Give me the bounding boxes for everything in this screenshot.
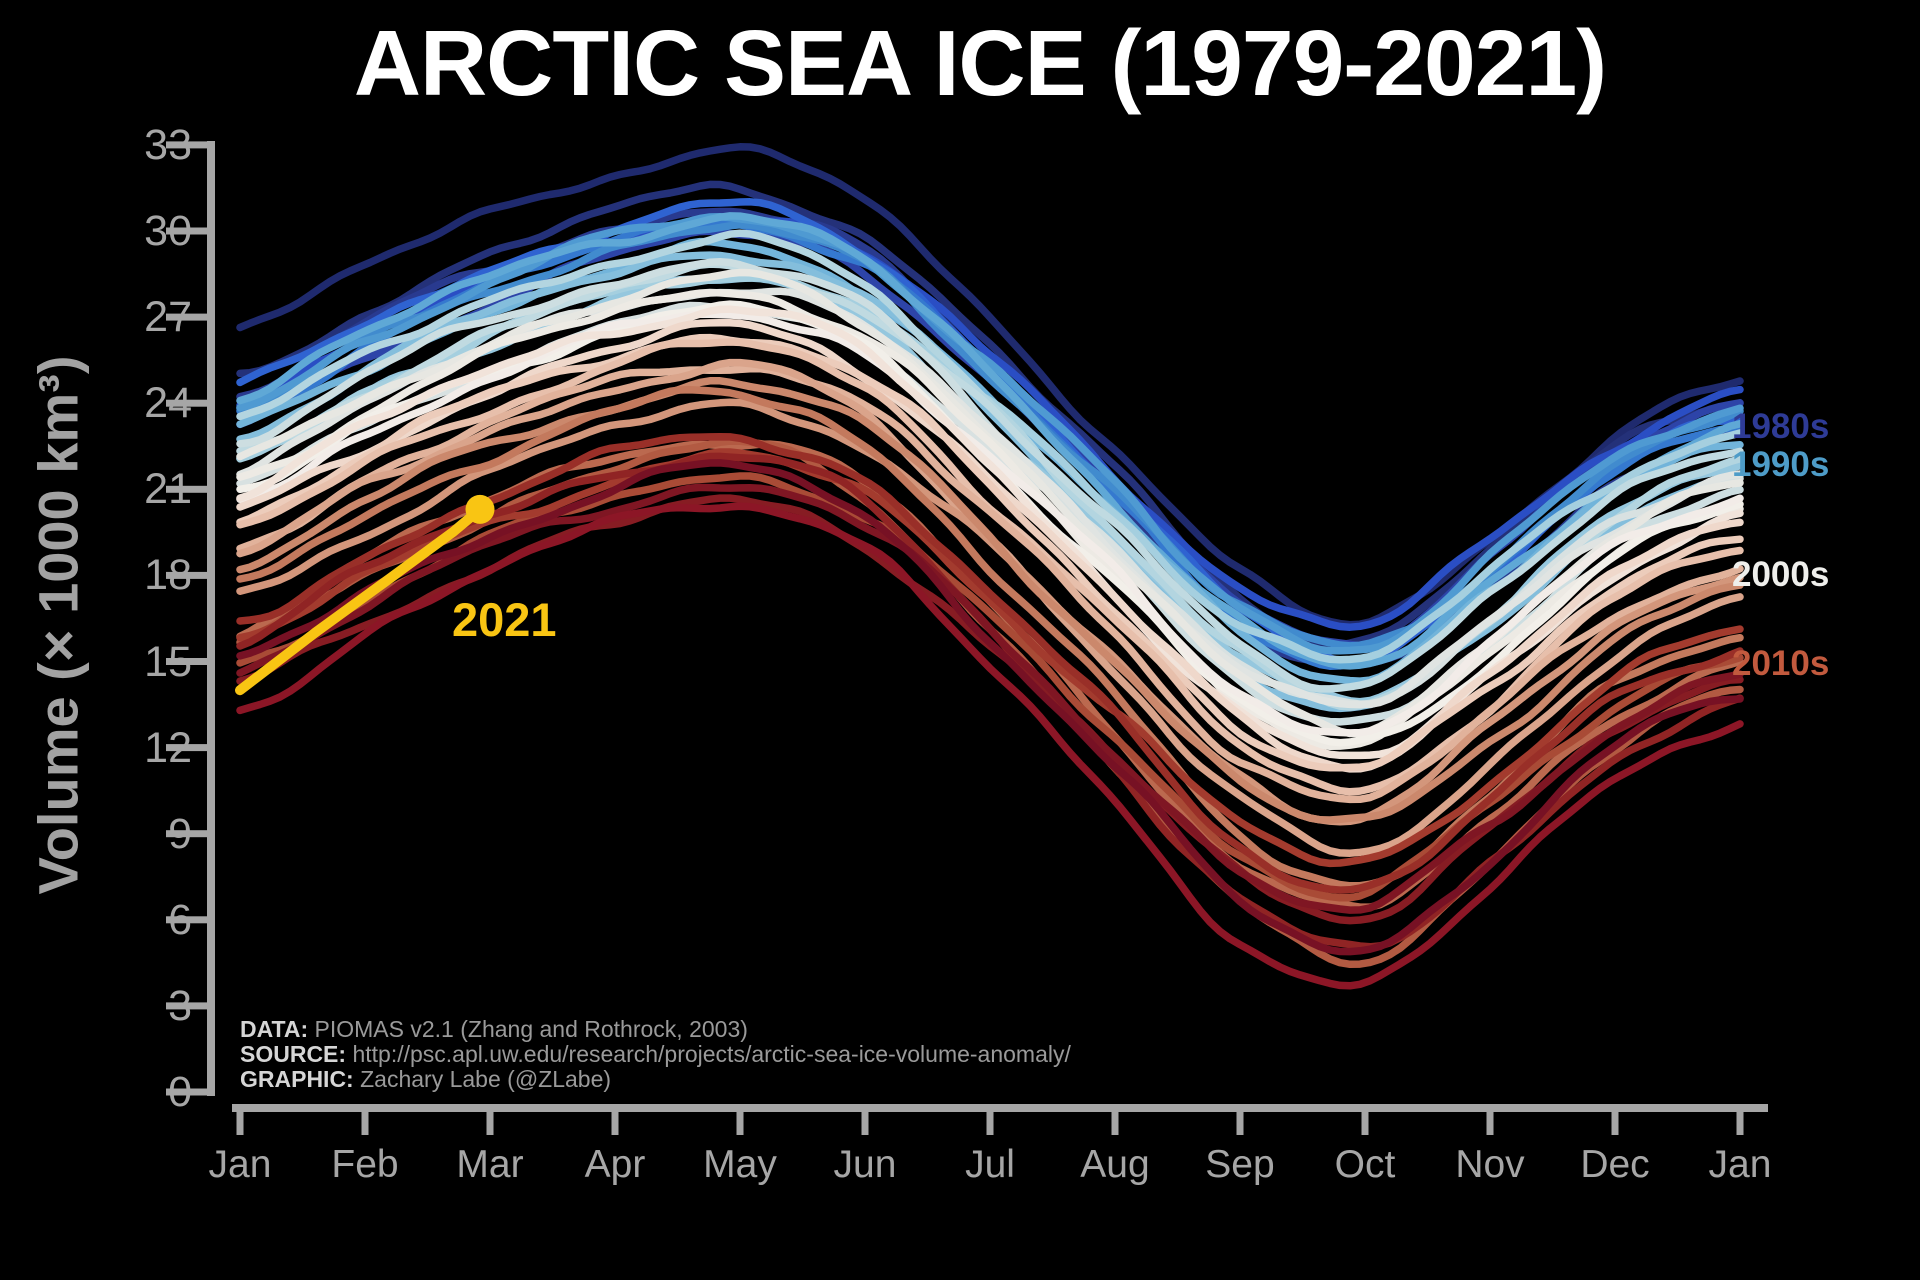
y-tick-mark xyxy=(166,141,211,149)
curve-2021 xyxy=(235,494,495,696)
y-tick-label-15: 15 xyxy=(144,637,192,686)
chart-title: ARCTIC SEA ICE (1979-2021) xyxy=(353,11,1607,115)
y-tick-label-21: 21 xyxy=(144,465,192,514)
x-tick-mark xyxy=(611,1104,619,1135)
year-line-2019 xyxy=(236,459,1744,956)
month-label-1-feb: Feb xyxy=(331,1143,399,1186)
x-tick-mark xyxy=(1611,1104,1619,1135)
x-tick-mark xyxy=(1486,1104,1494,1135)
y-tick-label-12: 12 xyxy=(144,723,192,772)
y-tick-label-0: 0 xyxy=(168,1068,192,1116)
y-tick-label-6: 6 xyxy=(168,895,192,944)
y-tick-mark xyxy=(166,227,211,235)
x-tick-mark xyxy=(861,1104,869,1135)
x-tick-mark xyxy=(1361,1104,1369,1135)
footer-credits: DATA: PIOMAS v2.1 (Zhang and Rothrock, 2… xyxy=(240,1017,1071,1092)
x-tick-mark xyxy=(986,1104,994,1135)
axes xyxy=(166,141,1768,1135)
month-label-9-oct: Oct xyxy=(1334,1143,1396,1186)
month-label-8-sep: Sep xyxy=(1205,1143,1275,1186)
footer-row-source: SOURCE: http://psc.apl.uw.edu/research/p… xyxy=(240,1041,1071,1067)
y-tick-mark xyxy=(166,485,211,493)
legend-label-2010s: 2010s xyxy=(1732,644,1830,683)
current-value-dot-2021 xyxy=(465,494,495,524)
legend-label-1990s: 1990s xyxy=(1732,445,1830,484)
y-tick-label-18: 18 xyxy=(144,551,192,600)
y-tick-label-33: 33 xyxy=(144,120,192,169)
month-label-10-nov: Nov xyxy=(1455,1143,1525,1186)
month-label-4-may: May xyxy=(703,1143,777,1186)
y-tick-label-30: 30 xyxy=(144,207,192,255)
year-line-1999 xyxy=(236,288,1744,751)
month-label-6-jul: Jul xyxy=(965,1143,1015,1186)
year-line-1988 xyxy=(236,212,1744,670)
y-tick-mark xyxy=(166,1002,211,1010)
year-line-2021 xyxy=(235,504,485,696)
legend-label-1980s: 1980s xyxy=(1732,407,1830,446)
year-curves xyxy=(236,143,1744,990)
x-tick-mark xyxy=(1111,1104,1119,1135)
y-tick-mark xyxy=(166,744,211,752)
y-tick-mark xyxy=(166,1088,211,1096)
year-line-2001 xyxy=(236,310,1744,737)
y-tick-label-27: 27 xyxy=(144,293,192,342)
x-tick-mark xyxy=(486,1104,494,1135)
year-line-1987 xyxy=(236,213,1744,655)
x-tick-mark xyxy=(1736,1104,1744,1135)
y-axis-line xyxy=(207,141,215,1096)
month-label-0-jan: Jan xyxy=(208,1143,272,1186)
year-line-1990 xyxy=(236,251,1744,713)
month-label-12-jan: Jan xyxy=(1708,1143,1772,1186)
y-tick-mark xyxy=(166,571,211,579)
x-tick-mark xyxy=(361,1104,369,1135)
x-tick-mark xyxy=(736,1104,744,1135)
x-tick-mark xyxy=(1236,1104,1244,1135)
year-line-2006 xyxy=(236,364,1744,804)
month-label-3-apr: Apr xyxy=(584,1143,646,1186)
y-tick-mark xyxy=(166,830,211,838)
year-line-2014 xyxy=(236,448,1744,868)
year-line-1994 xyxy=(236,260,1744,693)
month-label-7-aug: Aug xyxy=(1080,1143,1150,1186)
y-tick-label-24: 24 xyxy=(144,379,192,428)
y-tick-label-9: 9 xyxy=(168,809,192,858)
annotation-2021-label: 2021 xyxy=(452,593,557,646)
x-axis-line xyxy=(232,1104,1768,1112)
year-line-2018 xyxy=(236,483,1744,914)
month-label-5-jun: Jun xyxy=(833,1143,897,1186)
month-label-11-dec: Dec xyxy=(1580,1143,1650,1186)
footer-row-data: DATA: PIOMAS v2.1 (Zhang and Rothrock, 2… xyxy=(240,1016,748,1042)
year-line-2009 xyxy=(236,377,1744,824)
month-label-2-mar: Mar xyxy=(456,1143,524,1186)
y-tick-mark xyxy=(166,313,211,321)
y-tick-mark xyxy=(166,916,211,924)
x-tick-mark xyxy=(236,1104,244,1135)
footer-row-graphic: GRAPHIC: Zachary Labe (@ZLabe) xyxy=(240,1066,612,1092)
year-line-2004 xyxy=(236,333,1744,772)
y-tick-mark xyxy=(166,399,211,407)
year-line-2020 xyxy=(236,502,1744,990)
y-tick-mark xyxy=(166,658,211,665)
y-tick-label-3: 3 xyxy=(168,981,192,1030)
legend-label-2000s: 2000s xyxy=(1732,555,1830,594)
